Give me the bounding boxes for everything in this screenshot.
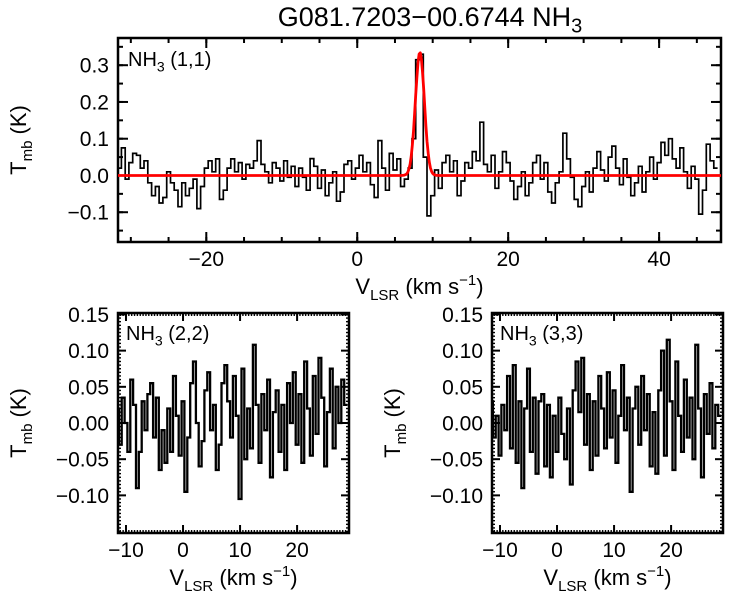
y-tick-label: 0.15: [442, 304, 483, 327]
panel-nh3-2-2-: −10 0 10 20 0.15 0.10 0.05 0.00 −0.05 −0.10 NH3 (2…: [6, 304, 351, 595]
y-tick-label: 0.10: [442, 340, 483, 363]
panel-label: NH3 (1,1): [128, 49, 211, 75]
panel-label: NH3 (3,3): [500, 323, 583, 349]
panel-nh3-1-1-: −20 0 20 40 0.3 0.2 0.1 0.0 −0.1 NH3 (1,1) VLSR (k…: [6, 36, 723, 304]
x-tick-label: 0: [351, 248, 363, 271]
y-tick-label: 0.15: [68, 304, 109, 327]
x-axis-title: VLSR (km s−1): [355, 272, 483, 304]
x-tick-label: 20: [659, 539, 682, 562]
chart-title-text: G081.7203−00.6744 NH: [277, 2, 572, 32]
spectrum-histogram: [492, 338, 721, 493]
x-tick-label: −10: [482, 539, 518, 562]
y-tick-label: 0.05: [68, 376, 109, 399]
y-tick-label: 0.00: [442, 413, 483, 436]
y-axis-title: Tmb (K): [6, 105, 36, 175]
y-tick-label: 0.0: [80, 165, 109, 188]
y-axis-title: Tmb (K): [380, 388, 410, 458]
y-axis-title: Tmb (K): [6, 388, 36, 458]
y-tick-label: −0.05: [430, 449, 483, 472]
panel-nh3-3-3-: −10 0 10 20 0.15 0.10 0.05 0.00 −0.05 −0.10 NH3 (3…: [380, 304, 725, 595]
panel-label: NH3 (2,2): [126, 323, 209, 349]
x-tick-label: −10: [108, 539, 144, 562]
gaussian-fit-line: [118, 51, 721, 177]
spectrum-histogram: [118, 343, 347, 501]
y-tick-label: 0.3: [80, 55, 109, 78]
y-tick-label: −0.1: [68, 202, 109, 225]
chart-title-subscript: 3: [571, 15, 583, 38]
y-tick-label: 0.05: [442, 376, 483, 399]
x-axis-title: VLSR (km s−1): [169, 563, 297, 595]
x-tick-label: −20: [188, 248, 224, 271]
x-tick-label: 10: [602, 539, 625, 562]
chart-title: G081.7203−00.6744 NH3: [110, 2, 750, 36]
y-tick-label: 0.10: [68, 340, 109, 363]
x-tick-label: 10: [228, 539, 251, 562]
x-tick-label: 0: [177, 539, 189, 562]
y-tick-label: −0.10: [430, 485, 483, 508]
y-tick-label: −0.05: [56, 449, 109, 472]
axis-frame: [116, 36, 723, 244]
x-axis-title: VLSR (km s−1): [543, 563, 671, 595]
y-tick-label: 0.00: [68, 413, 109, 436]
x-tick-label: 20: [285, 539, 308, 562]
x-tick-label: 0: [551, 539, 563, 562]
y-tick-label: −0.10: [56, 485, 109, 508]
y-tick-label: 0.2: [80, 91, 109, 114]
x-tick-label: 20: [496, 248, 519, 271]
y-tick-label: 0.1: [80, 128, 109, 151]
x-tick-label: 40: [647, 248, 670, 271]
